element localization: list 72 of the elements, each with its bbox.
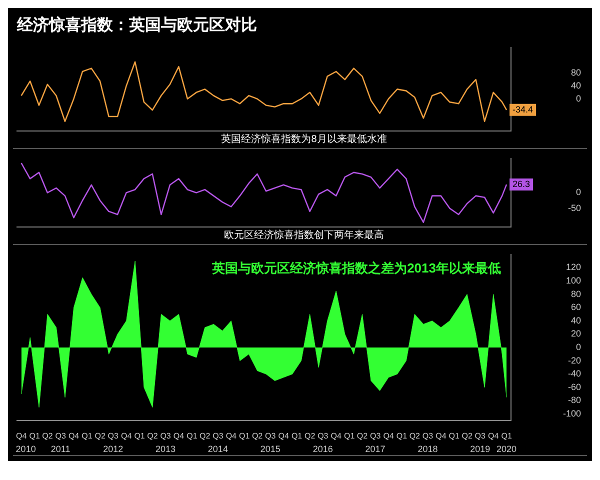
y-tick-label: 0 xyxy=(576,342,581,352)
x-tick-label: Q1 xyxy=(82,432,93,441)
x2-tick-label: 2018 xyxy=(418,444,438,454)
text: 欧元区经济惊喜指数创下两年来最高 xyxy=(224,228,384,241)
y-tick-label: 40 xyxy=(570,80,581,90)
y-tick-label: 20 xyxy=(570,328,581,339)
x-tick-label: Q4 xyxy=(173,432,185,441)
annotation: 英国与欧元区经济惊喜指数之差为2013年以来最低 xyxy=(211,260,501,276)
x2-tick-label: 2019 xyxy=(470,444,490,454)
x-tick-label: Q1 xyxy=(239,432,250,441)
annotation: 26.3 xyxy=(512,178,530,189)
y-tick-label: 100 xyxy=(566,275,581,286)
x-tick-label: Q3 xyxy=(318,432,329,441)
x-tick-label: Q1 xyxy=(291,432,303,441)
x-tick-label: Q1 xyxy=(448,432,460,441)
y-tick-label: -40 xyxy=(568,368,581,379)
x-tick-label: Q1 xyxy=(29,432,40,441)
text: 英国经济惊喜指数为8月以来最低水准 xyxy=(221,132,387,145)
y-tick-label: -80 xyxy=(568,395,581,406)
x-tick-label: Q3 xyxy=(474,432,486,441)
x-tick-label: Q1 xyxy=(344,432,356,441)
x-tick-label: Q2 xyxy=(462,432,473,441)
x2-tick-label: 2012 xyxy=(103,444,124,454)
y-tick-label: 80 xyxy=(570,288,581,299)
x-tick-label: Q4 xyxy=(68,432,80,441)
y-tick-label: -100 xyxy=(562,408,581,418)
x-tick-label: Q3 xyxy=(422,432,434,441)
x-tick-label: Q4 xyxy=(436,432,447,441)
x-tick-label: Q2 xyxy=(200,432,211,441)
x-tick-label: Q4 xyxy=(278,432,290,441)
y-tick-label: 80 xyxy=(570,68,581,78)
x-tick-label: Q2 xyxy=(94,432,106,441)
x-tick-label: Q1 xyxy=(501,432,512,441)
x2-tick-label: 2016 xyxy=(312,444,333,454)
x2-tick-label: 2015 xyxy=(260,444,280,454)
x2-tick-label: 2014 xyxy=(208,444,228,454)
x-tick-label: Q4 xyxy=(226,432,238,441)
y-tick-label: 60 xyxy=(570,302,581,312)
x-tick-label: Q2 xyxy=(42,432,54,441)
x-tick-label: Q3 xyxy=(55,432,66,441)
y-tick-label: 120 xyxy=(566,262,581,272)
x2-tick-label: 2017 xyxy=(365,444,386,454)
x2-tick-label: 2010 xyxy=(16,444,36,454)
y-tick-label: -60 xyxy=(568,382,581,392)
x-tick-label: Q4 xyxy=(16,432,28,441)
x-tick-label: Q1 xyxy=(396,432,408,441)
x-tick-label: Q2 xyxy=(304,432,316,441)
x-tick-label: Q3 xyxy=(370,432,382,441)
x-tick-label: Q3 xyxy=(160,432,172,441)
y-tick-label: 0 xyxy=(576,187,581,198)
chart-title: 经济惊喜指数：英国与欧元区对比 xyxy=(16,15,258,36)
x-tick-label: Q3 xyxy=(108,432,120,441)
annotation: -34.4 xyxy=(512,104,534,114)
y-tick-label: 0 xyxy=(576,93,581,104)
x-tick-label: Q4 xyxy=(488,432,500,441)
x-tick-label: Q3 xyxy=(265,432,276,441)
x-tick-label: Q3 xyxy=(212,432,224,441)
x-tick-label: Q2 xyxy=(356,432,368,441)
x-tick-label: Q2 xyxy=(252,432,264,441)
x-tick-label: Q4 xyxy=(120,432,132,441)
y-tick-label: -20 xyxy=(568,355,581,366)
x-tick-label: Q2 xyxy=(409,432,421,441)
x2-tick-label: 2020 xyxy=(496,444,517,454)
y-tick-label: -50 xyxy=(568,202,581,213)
x-tick-label: Q4 xyxy=(330,432,342,441)
x-tick-label: Q1 xyxy=(186,432,198,441)
x2-tick-label: 2011 xyxy=(50,444,70,454)
x-tick-label: Q4 xyxy=(383,432,394,441)
x-tick-label: Q1 xyxy=(134,432,146,441)
x-tick-label: Q2 xyxy=(147,432,158,441)
y-tick-label: 40 xyxy=(570,315,581,326)
x2-tick-label: 2013 xyxy=(156,444,176,454)
